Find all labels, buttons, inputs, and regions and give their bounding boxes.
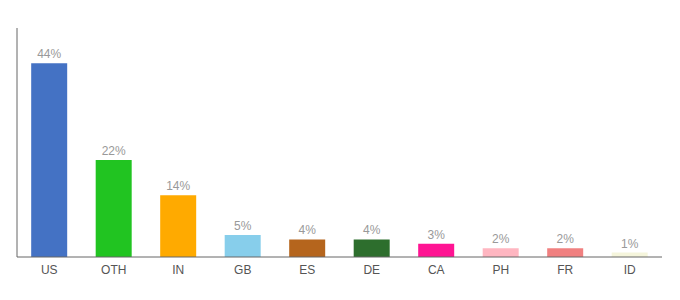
svg-text:DE: DE	[363, 263, 380, 277]
svg-text:OTH: OTH	[101, 263, 126, 277]
svg-text:ES: ES	[299, 263, 315, 277]
svg-text:22%: 22%	[102, 144, 126, 158]
svg-text:5%: 5%	[234, 219, 252, 233]
svg-text:ID: ID	[624, 263, 636, 277]
svg-text:US: US	[41, 263, 58, 277]
svg-text:FR: FR	[557, 263, 573, 277]
svg-text:4%: 4%	[299, 223, 317, 237]
svg-text:1%: 1%	[621, 237, 639, 251]
svg-text:CA: CA	[428, 263, 445, 277]
svg-text:14%: 14%	[166, 179, 190, 193]
svg-text:4%: 4%	[363, 223, 381, 237]
svg-text:44%: 44%	[37, 47, 61, 61]
svg-text:2%: 2%	[492, 232, 510, 246]
svg-text:PH: PH	[492, 263, 509, 277]
svg-text:GB: GB	[234, 263, 251, 277]
svg-text:3%: 3%	[428, 228, 446, 242]
svg-text:2%: 2%	[557, 232, 575, 246]
svg-text:IN: IN	[172, 263, 184, 277]
